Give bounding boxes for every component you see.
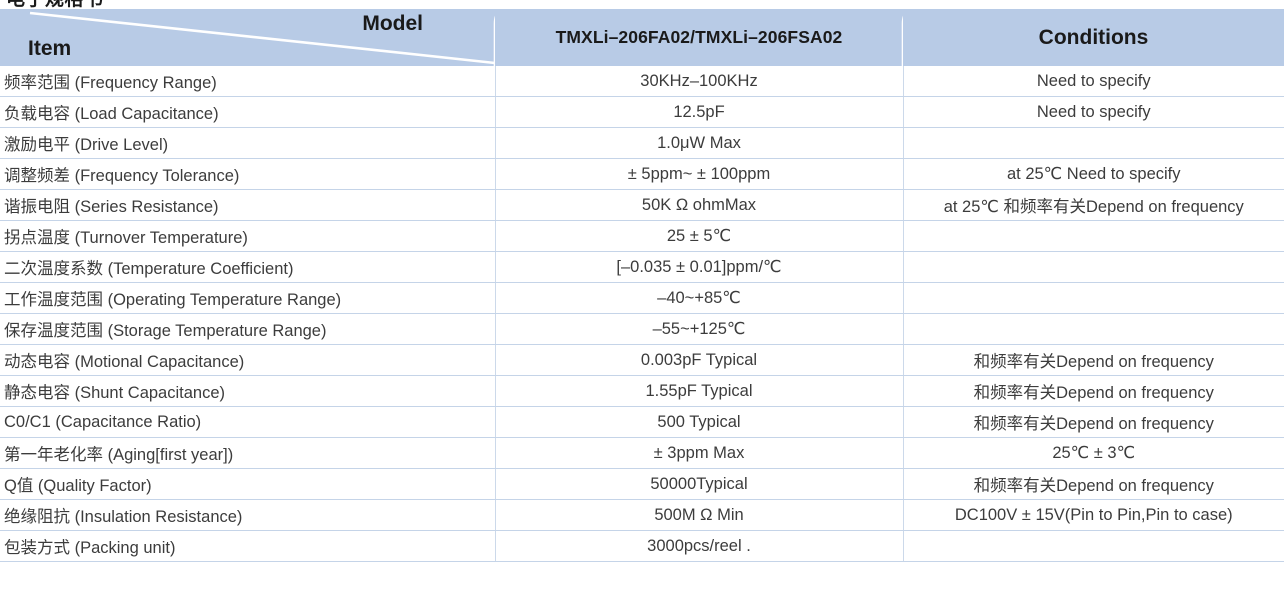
cell-item: 谐振电阻 (Series Resistance): [0, 189, 496, 221]
cell-value: 50000Typical: [495, 468, 904, 500]
header-cell-model-value: TMXLi–206FA02/TMXLi–206FSA02: [495, 9, 903, 66]
table-row: 负载电容 (Load Capacitance) 12.5pF Need to spe…: [0, 96, 1284, 128]
cell-condition: 和频率有关Depend on frequency: [903, 375, 1284, 407]
cell-condition: 25℃ ± 3℃: [903, 437, 1284, 469]
clipped-heading-text: 电子规格书: [6, 0, 104, 9]
cell-value: [–0.035 ± 0.01]ppm/℃: [495, 251, 904, 283]
table-row: 动态电容 (Motional Capacitance) 0.003pF Typic…: [0, 344, 1284, 376]
cell-condition: [903, 220, 1284, 252]
cell-item: C0/C1 (Capacitance Ratio): [0, 406, 496, 438]
cell-value: 500M Ω Min: [495, 499, 904, 531]
table-row: 谐振电阻 (Series Resistance) 50K Ω ohmMax at 2…: [0, 189, 1284, 221]
table-row: 静态电容 (Shunt Capacitance) 1.55pF Typical 和频…: [0, 375, 1284, 407]
cell-item: 拐点温度 (Turnover Temperature): [0, 220, 496, 252]
cell-item: 调整频差 (Frequency Tolerance): [0, 158, 496, 190]
cell-value: 3000pcs/reel .: [495, 530, 904, 562]
cell-condition: [903, 530, 1284, 562]
header-label-conditions: Conditions: [1038, 26, 1149, 49]
table-row: 第一年老化率 (Aging[first year]) ± 3ppm Max 25℃ …: [0, 437, 1284, 469]
cell-condition: at 25℃ Need to specify: [903, 158, 1284, 190]
table-row: 拐点温度 (Turnover Temperature) 25 ± 5℃: [0, 220, 1284, 252]
header-label-model-value: TMXLi–206FA02/TMXLi–206FSA02: [555, 27, 843, 47]
header-cell-item-model: Model Item: [0, 9, 495, 66]
cell-condition: [903, 282, 1284, 314]
header-label-model: Model: [362, 12, 423, 35]
cell-condition: [903, 127, 1284, 159]
clipped-heading-strip: 电子规格书: [0, 0, 1284, 9]
cell-condition: DC100V ± 15V(Pin to Pin,Pin to case): [903, 499, 1284, 531]
cell-condition: 和频率有关Depend on frequency: [903, 344, 1284, 376]
table-body: 频率范围 (Frequency Range) 30KHz–100KHz Need t…: [0, 66, 1284, 562]
cell-value: 25 ± 5℃: [495, 220, 904, 252]
cell-item: Q值 (Quality Factor): [0, 468, 496, 500]
split-header-cell: Model Item: [0, 9, 495, 66]
table-row: Q值 (Quality Factor) 50000Typical 和频率有关Depe…: [0, 468, 1284, 500]
cell-condition: Need to specify: [903, 96, 1284, 128]
cell-item: 第一年老化率 (Aging[first year]): [0, 437, 496, 469]
cell-item: 绝缘阻抗 (Insulation Resistance): [0, 499, 496, 531]
cell-item: 负载电容 (Load Capacitance): [0, 96, 496, 128]
cell-item: 激励电平 (Drive Level): [0, 127, 496, 159]
cell-condition: 和频率有关Depend on frequency: [903, 468, 1284, 500]
cell-value: –40~+85℃: [495, 282, 904, 314]
model-header-inner: TMXLi–206FA02/TMXLi–206FSA02: [495, 9, 903, 66]
table-row: 调整频差 (Frequency Tolerance) ± 5ppm~ ± 100p…: [0, 158, 1284, 190]
cell-value: 1.0μW Max: [495, 127, 904, 159]
cell-condition: 和频率有关Depend on frequency: [903, 406, 1284, 438]
table-row: 工作温度范围 (Operating Temperature Range) –40~…: [0, 282, 1284, 314]
cell-value: 500 Typical: [495, 406, 904, 438]
table-header: Model Item TMXLi–206FA02/TMXLi–206FSA02: [0, 9, 1284, 66]
cell-value: 30KHz–100KHz: [495, 66, 904, 97]
table-row: 频率范围 (Frequency Range) 30KHz–100KHz Need t…: [0, 66, 1284, 97]
table-row: 激励电平 (Drive Level) 1.0μW Max: [0, 127, 1284, 159]
cell-item: 工作温度范围 (Operating Temperature Range): [0, 282, 496, 314]
table-header-row: Model Item TMXLi–206FA02/TMXLi–206FSA02: [0, 9, 1284, 66]
cell-value: 0.003pF Typical: [495, 344, 904, 376]
cell-item: 二次温度系数 (Temperature Coefficient): [0, 251, 496, 283]
table-row: 绝缘阻抗 (Insulation Resistance) 500M Ω Min DC…: [0, 499, 1284, 531]
cell-item: 保存温度范围 (Storage Temperature Range): [0, 313, 496, 345]
header-label-item: Item: [28, 37, 72, 60]
table-row: 保存温度范围 (Storage Temperature Range) –55~+1…: [0, 313, 1284, 345]
cell-condition: [903, 251, 1284, 283]
cell-value: ± 3ppm Max: [495, 437, 904, 469]
table-row: 二次温度系数 (Temperature Coefficient) [–0.035 …: [0, 251, 1284, 283]
conditions-header-inner: Conditions: [903, 9, 1284, 66]
table-row: 包装方式 (Packing unit) 3000pcs/reel .: [0, 530, 1284, 562]
cell-value: 12.5pF: [495, 96, 904, 128]
specification-table: Model Item TMXLi–206FA02/TMXLi–206FSA02: [0, 9, 1284, 562]
cell-value: 50K Ω ohmMax: [495, 189, 904, 221]
header-separator-rounded-icon: [493, 15, 495, 66]
cell-value: –55~+125℃: [495, 313, 904, 345]
cell-item: 动态电容 (Motional Capacitance): [0, 344, 496, 376]
cell-item: 静态电容 (Shunt Capacitance): [0, 375, 496, 407]
cell-value: ± 5ppm~ ± 100ppm: [495, 158, 904, 190]
cell-condition: Need to specify: [903, 66, 1284, 97]
cell-value: 1.55pF Typical: [495, 375, 904, 407]
cell-condition: [903, 313, 1284, 345]
cell-item: 包装方式 (Packing unit): [0, 530, 496, 562]
cell-condition: at 25℃ 和频率有关Depend on frequency: [903, 189, 1284, 221]
header-cell-conditions: Conditions: [903, 9, 1284, 66]
table-row: C0/C1 (Capacitance Ratio) 500 Typical 和频率有…: [0, 406, 1284, 438]
cell-item: 频率范围 (Frequency Range): [0, 66, 496, 97]
specification-table-container: Model Item TMXLi–206FA02/TMXLi–206FSA02: [0, 9, 1284, 562]
